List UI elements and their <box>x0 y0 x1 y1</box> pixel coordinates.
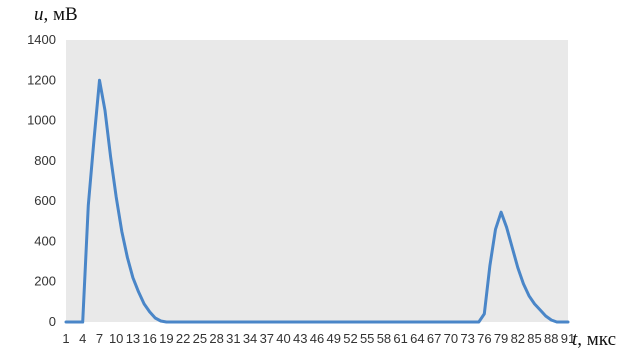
x-tick-label: 70 <box>444 331 458 346</box>
y-tick-label: 1200 <box>27 72 56 87</box>
plot-area <box>66 40 568 322</box>
y-tick-label: 1000 <box>27 113 56 128</box>
y-tick-label: 600 <box>34 193 56 208</box>
x-tick-label: 67 <box>427 331 441 346</box>
y-axis-unit: , мВ <box>44 4 78 25</box>
x-tick-label: 85 <box>527 331 541 346</box>
x-tick-label: 79 <box>494 331 508 346</box>
x-tick-label: 28 <box>209 331 223 346</box>
x-axis-variable: t <box>572 329 578 350</box>
x-tick-label: 34 <box>243 331 257 346</box>
y-tick-label: 1400 <box>27 32 56 47</box>
x-tick-label: 76 <box>477 331 491 346</box>
y-axis-ticks: 0 200 400 600 800 1000 1200 1400 <box>27 32 56 329</box>
x-axis-ticks: 1 4 7 10 13 16 19 22 25 28 31 34 37 40 43 46 49 52 55 58 61 6… <box>62 331 575 346</box>
x-tick-label: 64 <box>410 331 424 346</box>
y-tick-label: 200 <box>34 274 56 289</box>
x-tick-label: 10 <box>109 331 123 346</box>
x-tick-label: 91 <box>561 331 575 346</box>
x-tick-label: 7 <box>96 331 103 346</box>
x-tick-label: 46 <box>310 331 324 346</box>
x-axis-label: t, мкс <box>572 329 616 350</box>
x-axis-unit: , мкс <box>577 329 616 350</box>
x-tick-label: 61 <box>393 331 407 346</box>
x-tick-label: 88 <box>544 331 558 346</box>
x-tick-label: 1 <box>62 331 69 346</box>
x-tick-label: 40 <box>276 331 290 346</box>
x-tick-label: 73 <box>460 331 474 346</box>
x-tick-label: 55 <box>360 331 374 346</box>
x-tick-label: 13 <box>126 331 140 346</box>
x-tick-label: 4 <box>79 331 86 346</box>
series-line <box>64 78 570 324</box>
y-tick-label: 0 <box>49 314 56 329</box>
x-tick-label: 52 <box>343 331 357 346</box>
x-tick-label: 58 <box>377 331 391 346</box>
x-tick-label: 25 <box>193 331 207 346</box>
y-axis-variable: u <box>34 4 44 25</box>
x-tick-label: 16 <box>142 331 156 346</box>
x-tick-label: 19 <box>159 331 173 346</box>
x-tick-label: 43 <box>293 331 307 346</box>
x-tick-label: 37 <box>260 331 274 346</box>
y-tick-label: 400 <box>34 233 56 248</box>
x-tick-label: 22 <box>176 331 190 346</box>
x-tick-label: 82 <box>511 331 525 346</box>
x-tick-label: 31 <box>226 331 240 346</box>
x-tick-label: 49 <box>326 331 340 346</box>
y-axis-label: u, мВ <box>34 4 78 25</box>
y-tick-label: 800 <box>34 153 56 168</box>
series-layer <box>64 78 570 324</box>
